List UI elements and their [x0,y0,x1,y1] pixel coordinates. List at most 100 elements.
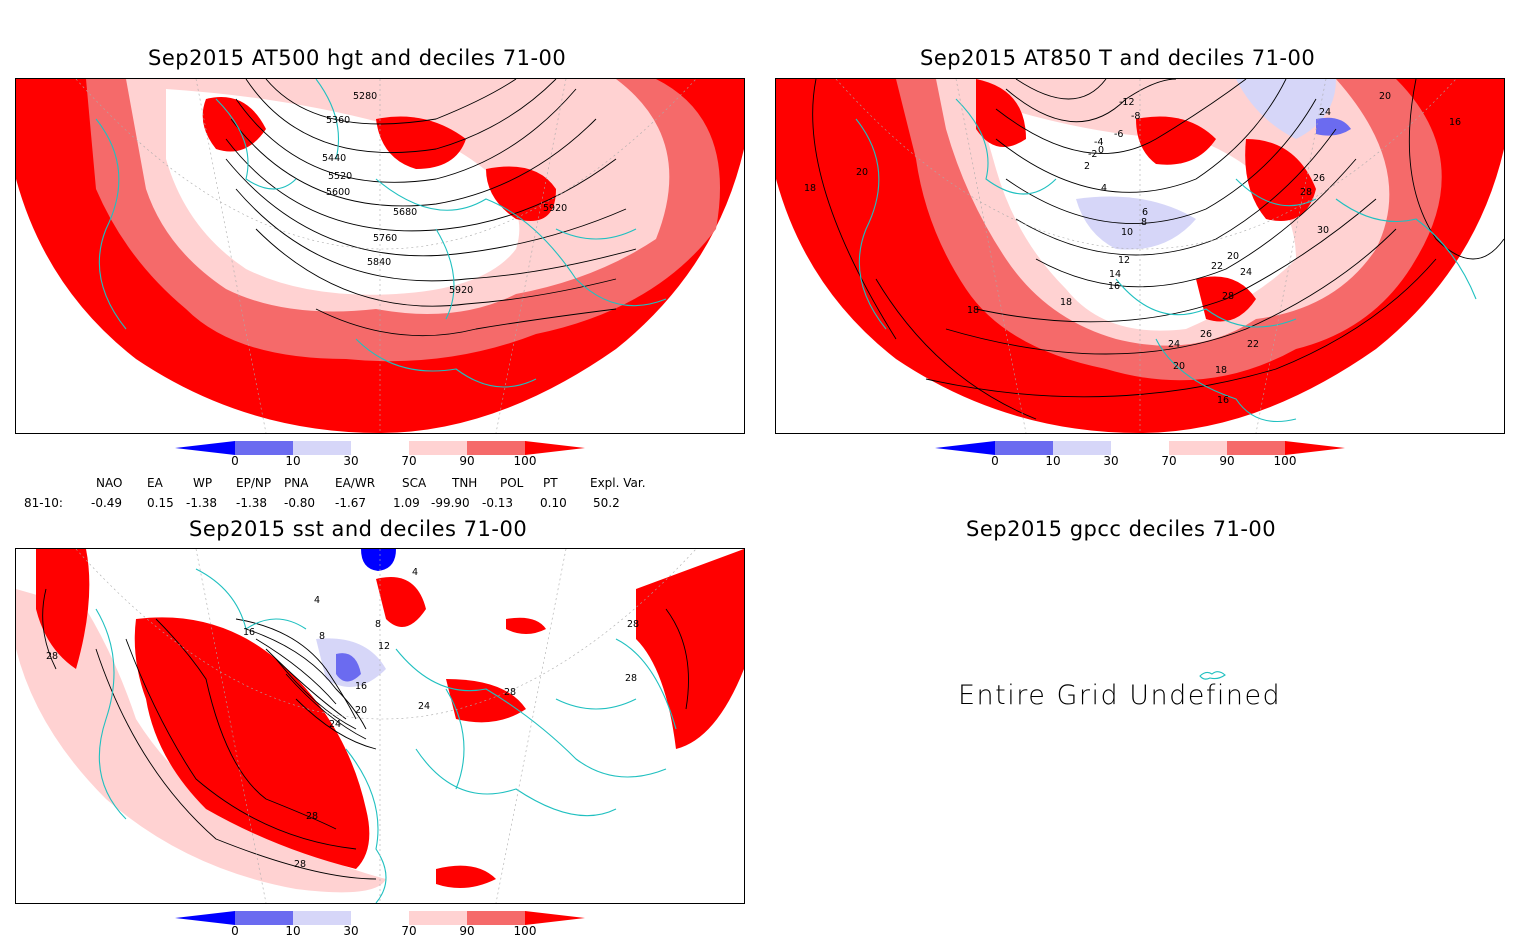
cbar-tick: 70 [401,924,417,938]
panel-title-t850: Sep2015 AT850 T and deciles 71-00 [920,46,1316,70]
cbar-tick: 70 [401,454,417,468]
svg-text:14: 14 [1109,269,1121,280]
svg-text:16: 16 [1108,281,1120,292]
cbar-tick: 100 [513,924,537,938]
red-area [376,577,426,627]
red-patch [1245,139,1316,221]
svg-text:5280: 5280 [353,91,377,102]
panel-title-hgt500: Sep2015 AT500 hgt and deciles 71-00 [148,46,567,70]
cbar-tick: 70 [1161,454,1177,468]
svg-text:5840: 5840 [367,257,391,268]
cbar-tick: 30 [343,924,359,938]
cbar-tick: 90 [459,924,475,938]
svg-text:5440: 5440 [322,153,346,164]
red-area [36,549,90,669]
svg-text:8: 8 [375,619,381,630]
svg-text:28: 28 [46,651,58,662]
teleconnection-table: NAO EA WP EP/NP PNA EA/WR SCA TNH POL PT… [24,476,646,510]
undefined-grid-message: Entire Grid Undefined [958,680,1282,711]
svg-text:22: 22 [1247,339,1259,350]
svg-text:5520: 5520 [328,171,352,182]
svg-text:-4: -4 [1094,137,1103,148]
colorbar-hgt500: 0 10 30 70 90 100 [175,440,585,470]
svg-text:16: 16 [243,627,255,638]
svg-text:8: 8 [319,631,325,642]
svg-text:5600: 5600 [326,187,350,198]
svg-text:2: 2 [1084,161,1090,172]
red-patch [1136,116,1216,165]
cbar-tick: 0 [991,454,999,468]
svg-text:20: 20 [355,705,367,716]
svg-text:5680: 5680 [393,207,417,218]
svg-text:28: 28 [1222,291,1234,302]
svg-text:26: 26 [1313,173,1325,184]
svg-text:5760: 5760 [373,233,397,244]
svg-text:28: 28 [306,811,318,822]
cbar-tick: 10 [285,454,301,468]
svg-text:4: 4 [314,595,320,606]
cbar-tick: 100 [1273,454,1297,468]
mid-blue-patch [1316,117,1351,136]
svg-text:12: 12 [1118,255,1130,266]
svg-text:18: 18 [1060,297,1072,308]
svg-text:-2: -2 [1088,149,1097,160]
svg-text:18: 18 [967,305,979,316]
svg-text:24: 24 [1240,267,1252,278]
svg-text:16: 16 [1217,395,1229,406]
map-sst: 4 8 8 12 16 16 20 24 24 28 28 28 28 28 2… [15,548,745,904]
svg-text:-6: -6 [1114,129,1123,140]
panel-title-sst: Sep2015 sst and deciles 71-00 [189,517,528,541]
svg-text:28: 28 [504,687,516,698]
svg-text:12: 12 [378,641,390,652]
svg-text:-8: -8 [1131,111,1140,122]
light-blue-area [1076,196,1196,250]
svg-text:6: 6 [1142,207,1148,218]
map-t850: -12 -8 -6 -4 -2 0 2 4 6 8 10 12 14 16 16… [775,78,1505,434]
svg-text:0: 0 [1098,145,1104,156]
svg-text:20: 20 [1379,91,1391,102]
cbar-tick: 100 [513,454,537,468]
svg-text:28: 28 [625,673,637,684]
svg-text:10: 10 [1121,227,1133,238]
svg-text:5920: 5920 [449,285,473,296]
svg-text:24: 24 [1319,107,1331,118]
cbar-tick: 0 [231,454,239,468]
colorbar-sst: 0 10 30 70 90 100 [175,910,585,940]
cbar-tick: 30 [343,454,359,468]
cbar-tick: 30 [1103,454,1119,468]
red-area [506,617,546,634]
red-area [134,617,370,869]
svg-text:18: 18 [804,183,816,194]
svg-text:18: 18 [1215,365,1227,376]
svg-text:8: 8 [1141,217,1147,228]
light-red-area [16,589,386,893]
svg-text:28: 28 [1300,187,1312,198]
svg-text:30: 30 [1317,225,1329,236]
svg-text:28: 28 [627,619,639,630]
svg-text:20: 20 [1173,361,1185,372]
red-area [636,549,744,749]
colorbar-t850: 0 10 30 70 90 100 [935,440,1345,470]
svg-text:22: 22 [1211,261,1223,272]
cbar-tick: 90 [459,454,475,468]
svg-text:24: 24 [418,701,430,712]
cbar-tick: 90 [1219,454,1235,468]
svg-text:5360: 5360 [326,115,350,126]
cbar-tick: 10 [285,924,301,938]
deep-blue-patch [361,549,396,571]
cbar-tick: 10 [1045,454,1061,468]
svg-text:28: 28 [294,859,306,870]
svg-text:20: 20 [856,167,868,178]
red-patch [376,116,466,169]
small-coast-fragment [1199,671,1226,680]
svg-text:26: 26 [1200,329,1212,340]
svg-text:24: 24 [329,719,341,730]
svg-text:16: 16 [1449,117,1461,128]
svg-text:20: 20 [1227,251,1239,262]
svg-text:24: 24 [1168,339,1180,350]
svg-text:16: 16 [355,681,367,692]
svg-text:4: 4 [412,567,418,578]
red-patch [202,97,266,152]
red-area [436,865,496,888]
map-hgt500: 5280 5360 5440 5520 5600 5680 5760 5840 … [15,78,745,434]
